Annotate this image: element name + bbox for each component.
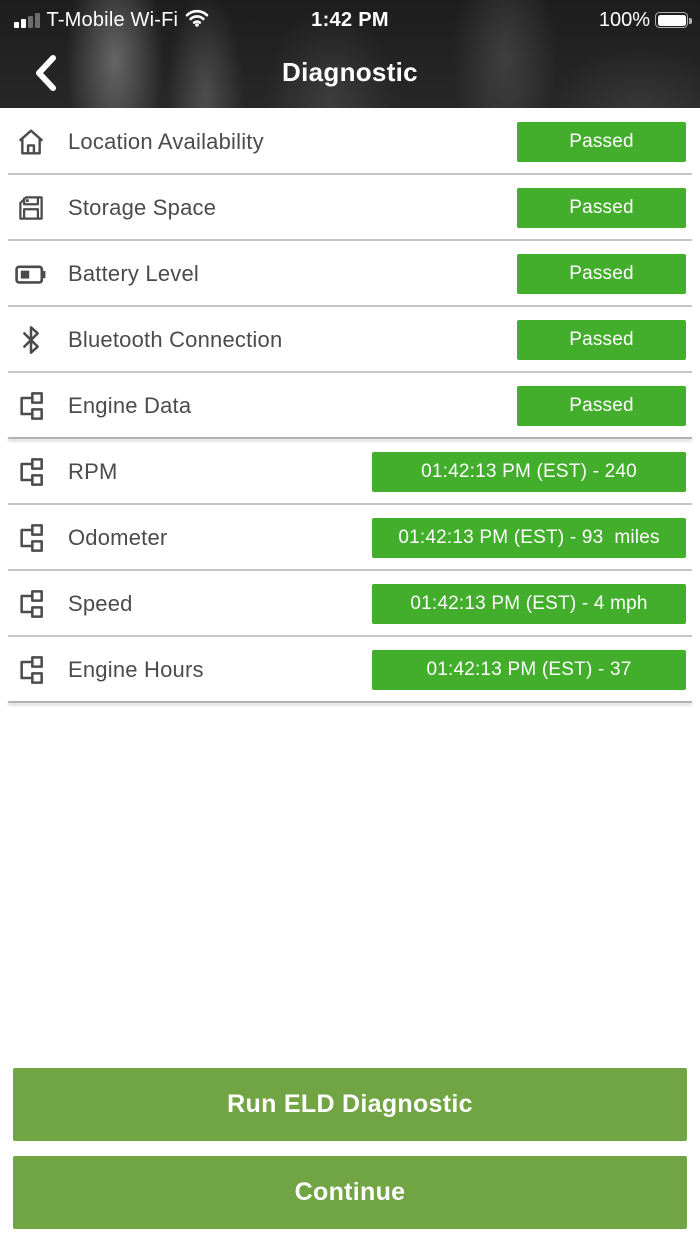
diagnostic-row: Battery Level Passed: [0, 241, 700, 307]
diagnostic-row: Odometer 01:42:13 PM (EST) - 93 miles: [0, 505, 700, 571]
diagnostic-row: Storage Space Passed: [0, 175, 700, 241]
status-badge: Passed: [517, 254, 686, 294]
status-badge: Passed: [517, 122, 686, 162]
row-label: Speed: [68, 591, 133, 616]
row-label: Battery Level: [68, 261, 200, 286]
status-badge: Passed: [517, 386, 686, 426]
battery-icon: [14, 257, 48, 291]
row-label: Bluetooth Connection: [68, 327, 283, 352]
status-badge: 01:42:13 PM (EST) - 93 miles: [372, 518, 686, 558]
engine-data-icon: [14, 587, 48, 621]
cellular-signal-icon: [14, 12, 40, 28]
status-badge: 01:42:13 PM (EST) - 240: [372, 452, 686, 492]
diagnostic-row: RPM 01:42:13 PM (EST) - 240: [0, 439, 700, 505]
wifi-icon: [185, 9, 209, 32]
diagnostic-row: Engine Data Passed: [0, 373, 700, 439]
diagnostic-row: Engine Hours 01:42:13 PM (EST) - 37: [0, 637, 700, 703]
diagnostic-row: Bluetooth Connection Passed: [0, 307, 700, 373]
continue-button[interactable]: Continue: [13, 1156, 687, 1229]
row-label: Engine Hours: [68, 657, 204, 682]
status-badge: 01:42:13 PM (EST) - 4 mph: [372, 584, 686, 624]
battery-status-icon: [655, 12, 692, 28]
status-bar: T-Mobile Wi-Fi 1:42 PM 100%: [0, 0, 700, 40]
engine-data-icon: [14, 389, 48, 423]
nav-bar: Diagnostic: [0, 40, 700, 108]
engine-data-icon: [14, 653, 48, 687]
row-label: RPM: [68, 459, 118, 484]
back-button[interactable]: [24, 52, 68, 96]
status-badge: Passed: [517, 188, 686, 228]
home-icon: [14, 125, 48, 159]
bluetooth-icon: [14, 323, 48, 357]
diagnostic-list: Location Availability Passed Storage Space…: [0, 109, 700, 703]
status-badge: Passed: [517, 320, 686, 360]
floppy-disk-icon: [14, 191, 48, 225]
diagnostic-row: Location Availability Passed: [0, 109, 700, 175]
row-label: Engine Data: [68, 393, 192, 418]
carrier-label: T-Mobile Wi-Fi: [46, 8, 179, 31]
engine-data-icon: [14, 455, 48, 489]
page-title: Diagnostic: [282, 56, 418, 87]
engine-data-icon: [14, 521, 48, 555]
run-eld-diagnostic-button[interactable]: Run ELD Diagnostic: [13, 1068, 687, 1141]
row-label: Storage Space: [68, 195, 217, 220]
row-label: Location Availability: [68, 129, 264, 154]
row-label: Odometer: [68, 525, 168, 550]
battery-percent-label: 100%: [598, 8, 650, 31]
diagnostic-row: Speed 01:42:13 PM (EST) - 4 mph: [0, 571, 700, 637]
chevron-left-icon: [33, 53, 59, 96]
header: T-Mobile Wi-Fi 1:42 PM 100%: [0, 0, 700, 108]
status-badge: 01:42:13 PM (EST) - 37: [372, 650, 686, 690]
